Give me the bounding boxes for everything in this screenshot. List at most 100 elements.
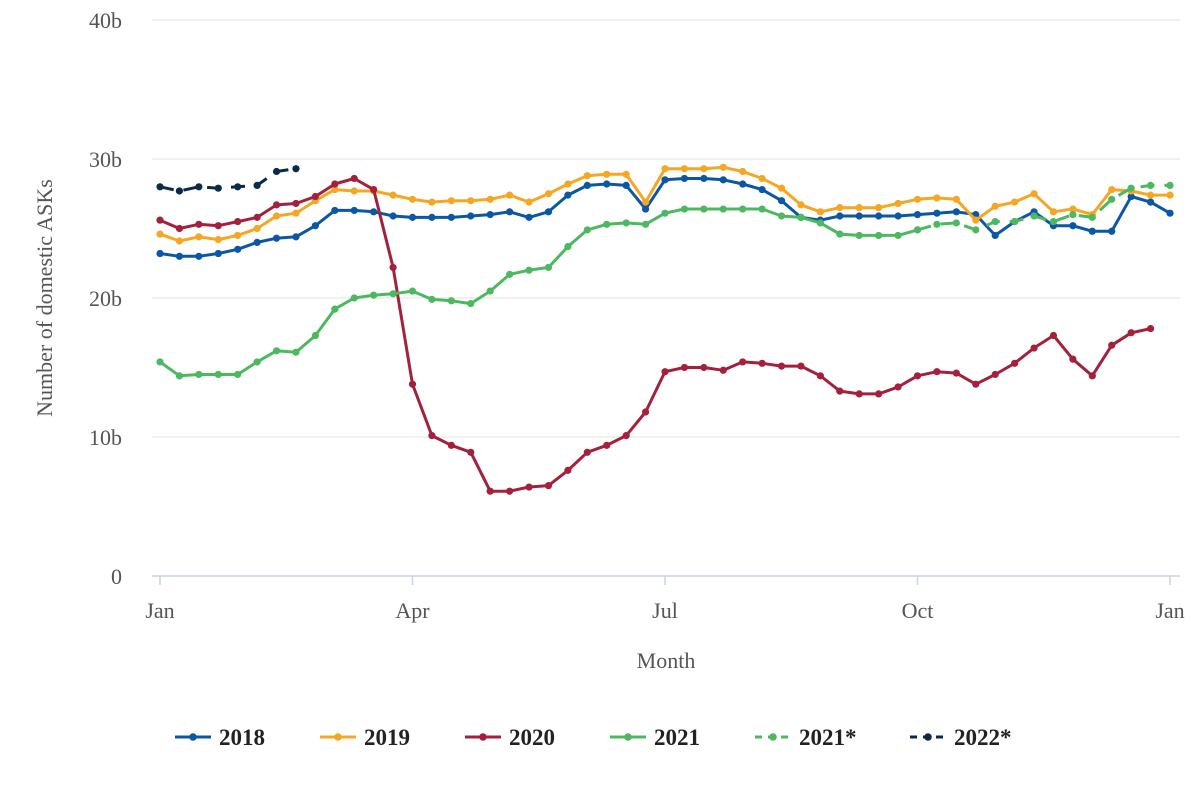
data-point <box>1069 355 1077 363</box>
data-point <box>389 191 397 199</box>
data-point <box>855 212 863 220</box>
data-point <box>447 297 455 305</box>
data-point <box>272 212 281 220</box>
data-point <box>1030 344 1038 352</box>
data-point <box>777 197 786 205</box>
data-point <box>661 165 669 173</box>
data-point <box>1088 213 1096 221</box>
data-point <box>700 165 708 173</box>
data-point <box>311 192 319 201</box>
data-point <box>175 187 184 195</box>
data-point <box>234 183 242 191</box>
data-point <box>408 380 417 388</box>
legend-swatch-marker <box>769 733 777 741</box>
data-point <box>156 230 164 238</box>
data-point <box>777 362 786 370</box>
data-point <box>913 195 922 203</box>
data-point <box>1030 190 1038 198</box>
data-point <box>428 213 436 221</box>
data-point <box>913 211 922 219</box>
data-point <box>641 220 650 228</box>
legend-item[interactable]: 2022* <box>910 725 1012 750</box>
data-point <box>292 348 300 356</box>
legend-item[interactable]: 2021* <box>755 725 857 750</box>
data-point <box>1088 227 1096 235</box>
data-point <box>1011 198 1019 206</box>
data-point <box>661 176 669 184</box>
data-point <box>544 208 553 216</box>
legend-swatch-marker <box>924 733 932 741</box>
data-point <box>583 172 591 180</box>
data-point <box>739 180 747 188</box>
data-point <box>292 199 300 208</box>
x-tick-label: Apr <box>395 598 430 623</box>
data-point <box>408 287 417 295</box>
x-tick-label: Jan <box>1155 598 1184 623</box>
data-point <box>797 362 805 370</box>
data-point <box>661 368 669 376</box>
data-point <box>836 230 844 238</box>
y-tick-label: 10b <box>89 425 122 450</box>
data-point <box>156 249 164 258</box>
data-point <box>739 167 747 176</box>
data-point <box>622 432 630 440</box>
series-2018 <box>156 174 1174 260</box>
data-point <box>175 224 184 233</box>
data-point <box>1108 341 1116 349</box>
data-point <box>370 291 378 299</box>
series-line <box>159 177 1151 493</box>
data-point <box>389 263 397 272</box>
data-point <box>467 299 475 308</box>
data-point <box>875 390 883 398</box>
data-point <box>913 226 922 234</box>
legend-item[interactable]: 2021 <box>610 725 700 750</box>
data-point <box>991 231 999 240</box>
data-point <box>214 184 222 192</box>
legend-item[interactable]: 2020 <box>465 725 555 750</box>
legend-swatch-marker <box>479 733 487 741</box>
data-point <box>389 212 397 220</box>
data-point <box>836 387 844 395</box>
data-point <box>447 213 455 221</box>
data-point <box>525 266 533 274</box>
data-point <box>292 209 300 217</box>
data-point <box>195 183 203 191</box>
data-point <box>719 176 727 184</box>
data-point <box>253 213 261 221</box>
data-point <box>272 167 281 176</box>
data-point <box>564 191 572 199</box>
data-point <box>272 347 281 355</box>
legend-item[interactable]: 2018 <box>175 725 265 750</box>
data-point <box>156 216 164 224</box>
data-point <box>991 370 999 379</box>
data-point <box>331 305 339 313</box>
data-point <box>234 217 242 226</box>
data-point <box>389 290 397 298</box>
legend: 2018 2019 2020 2021 2021* 2022* <box>175 725 1012 750</box>
data-point <box>952 219 960 227</box>
data-point <box>467 197 475 205</box>
data-point <box>292 233 300 241</box>
data-point <box>816 219 824 227</box>
data-point <box>350 206 358 215</box>
series-lines <box>156 163 1174 495</box>
data-point <box>991 217 999 226</box>
axes: 0 10b 20b 30b 40b Jan Apr Jul Oct Jan <box>89 8 1185 623</box>
legend-item[interactable]: 2019 <box>320 725 410 750</box>
data-point <box>836 212 844 220</box>
gridlines <box>152 19 1180 438</box>
data-point <box>370 208 378 216</box>
data-point <box>506 270 514 278</box>
data-point <box>544 263 553 272</box>
data-point <box>331 206 339 215</box>
data-point <box>195 252 203 260</box>
data-point <box>428 295 436 303</box>
data-point <box>1127 184 1135 192</box>
data-point <box>408 195 417 203</box>
data-point <box>933 209 941 217</box>
data-point <box>544 482 553 490</box>
data-point <box>234 245 242 253</box>
data-point <box>816 372 824 380</box>
data-point <box>506 487 514 495</box>
